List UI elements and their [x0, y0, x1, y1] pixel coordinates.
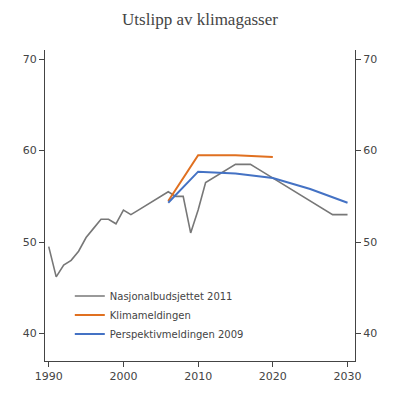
svg-text:2020: 2020 [259, 370, 287, 383]
svg-text:Perspektivmeldingen 2009: Perspektivmeldingen 2009 [110, 329, 244, 340]
svg-text:Nasjonalbudsjettet 2011: Nasjonalbudsjettet 2011 [110, 291, 233, 302]
svg-text:60: 60 [23, 144, 37, 157]
svg-text:70: 70 [363, 53, 377, 66]
svg-text:60: 60 [363, 144, 377, 157]
svg-text:2030: 2030 [334, 370, 362, 383]
svg-text:1990: 1990 [35, 370, 63, 383]
svg-text:50: 50 [23, 236, 37, 249]
svg-text:Utslipp av klimagasser: Utslipp av klimagasser [122, 10, 278, 29]
svg-text:2000: 2000 [109, 370, 137, 383]
svg-text:2010: 2010 [184, 370, 212, 383]
svg-text:40: 40 [363, 327, 377, 340]
svg-text:70: 70 [23, 53, 37, 66]
svg-text:Klimameldingen: Klimameldingen [110, 310, 191, 321]
svg-text:50: 50 [363, 236, 377, 249]
svg-text:40: 40 [23, 327, 37, 340]
